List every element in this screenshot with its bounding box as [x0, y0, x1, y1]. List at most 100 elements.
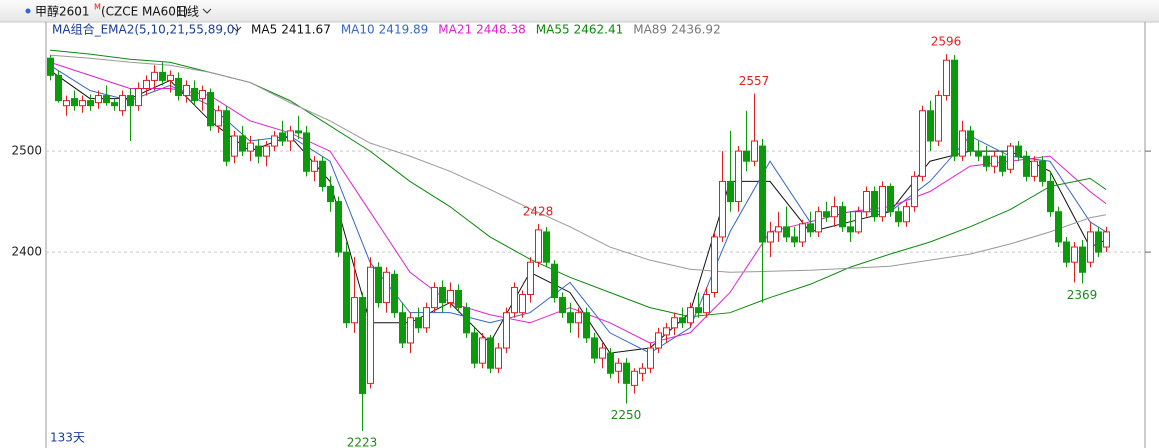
candle-body — [295, 130, 302, 134]
candle-body — [743, 150, 750, 162]
candle-body — [479, 337, 486, 364]
candle-body — [879, 185, 886, 218]
candle-body — [975, 150, 982, 157]
legend-value: 2436.92 — [671, 23, 721, 37]
candle-body — [1023, 155, 1030, 177]
candle-body — [215, 110, 222, 127]
candle-body — [407, 317, 414, 344]
candle-body — [319, 160, 326, 187]
candle-body — [1071, 246, 1078, 263]
candle-body — [303, 132, 310, 172]
candle-body — [519, 294, 526, 314]
legend-name: MA5 — [251, 23, 277, 37]
candle-body — [439, 286, 446, 304]
candle-body — [679, 317, 686, 324]
candle-body — [567, 312, 574, 324]
legend-value: 2411.67 — [281, 23, 331, 37]
period[interactable]: 日线 — [175, 5, 199, 19]
candle-body — [87, 100, 94, 107]
candle-body — [415, 317, 422, 329]
period-dropdown[interactable] — [202, 8, 212, 14]
bullet — [25, 8, 31, 14]
candle-body — [775, 226, 782, 233]
candle-body — [1055, 211, 1062, 243]
candle-body — [191, 87, 198, 102]
candle-body — [47, 57, 54, 76]
symbol[interactable]: 甲醇2601 — [35, 4, 90, 19]
candle-body — [207, 92, 214, 127]
candle-body — [847, 226, 854, 233]
candle-body — [375, 266, 382, 304]
y-tick-label: 2400 — [11, 245, 42, 259]
candle-body — [159, 71, 166, 81]
candle-body — [127, 95, 134, 107]
candle-body — [623, 362, 630, 384]
candle-body — [279, 132, 286, 142]
legend-value: 2462.41 — [574, 23, 624, 37]
candle-body — [919, 110, 926, 177]
candle-body — [903, 206, 910, 223]
candle-body — [255, 145, 262, 157]
candle-body — [111, 102, 118, 107]
candle-body — [671, 317, 678, 329]
candle-body — [503, 312, 510, 349]
candle-body — [831, 206, 838, 218]
candle-body — [79, 100, 86, 107]
legend-title[interactable]: MA组合_EMA2(5,10,21,55,89,0) — [52, 22, 239, 37]
candle-body — [823, 211, 830, 218]
candle-body — [959, 130, 966, 157]
candle-body — [183, 84, 190, 97]
candle-body — [991, 155, 998, 167]
legend-name: MA89 — [633, 23, 667, 37]
candle-body — [663, 327, 670, 336]
candle-body — [119, 95, 126, 112]
legend-name: MA55 — [536, 23, 570, 37]
candle-body — [239, 135, 246, 152]
candle-body — [863, 191, 870, 213]
candle-body — [711, 236, 718, 293]
candle-body — [935, 95, 942, 142]
candle-body — [575, 312, 582, 324]
candle-body — [463, 307, 470, 334]
candle-body — [1015, 145, 1022, 157]
candle-body — [167, 74, 174, 81]
candle-body — [335, 201, 342, 253]
candle-body — [799, 223, 806, 243]
symbol-mark: M — [94, 3, 101, 12]
candle-body — [727, 180, 734, 203]
candle-body — [687, 307, 694, 324]
candle-body — [231, 135, 238, 157]
candle-body — [55, 74, 62, 102]
candle-body — [1087, 231, 1094, 263]
legend-dropdown[interactable] — [232, 26, 242, 32]
legend-value: 2448.38 — [476, 23, 526, 37]
candle-body — [543, 231, 550, 263]
candle-body — [423, 307, 430, 329]
candle-body — [607, 352, 614, 374]
candle-body — [967, 130, 974, 152]
candle-body — [383, 271, 390, 304]
candle-body — [343, 251, 350, 324]
candle-body — [655, 332, 662, 349]
extreme-label: 2369 — [1067, 288, 1098, 302]
candle-body — [63, 100, 70, 107]
candle-body — [807, 223, 814, 233]
candle-body — [455, 289, 462, 309]
legend-value: 2419.89 — [379, 23, 429, 37]
candle-body — [431, 286, 438, 309]
candle-body — [751, 140, 758, 162]
extreme-label: 2428 — [523, 204, 554, 218]
candle-body — [103, 95, 110, 104]
candle-body — [767, 231, 774, 243]
days-label: 133天 — [50, 431, 85, 445]
candle-body — [223, 110, 230, 162]
candle-body — [487, 337, 494, 369]
candle-body — [999, 155, 1006, 172]
candle-body — [1103, 231, 1110, 248]
candle-body — [759, 145, 766, 243]
candle-body — [551, 263, 558, 299]
candle-body — [695, 307, 702, 314]
candle-body — [1031, 160, 1038, 177]
candle-body — [495, 347, 502, 369]
